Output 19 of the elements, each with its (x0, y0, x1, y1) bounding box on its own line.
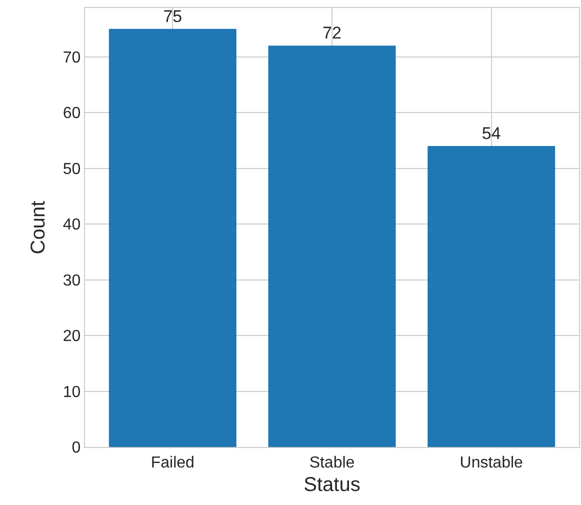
y-axis-title: Count (27, 200, 50, 254)
data-label: 54 (482, 124, 501, 143)
y-tick-label: 60 (62, 105, 81, 122)
data-label: 75 (163, 6, 182, 26)
data-label: 72 (322, 24, 342, 43)
y-tick-label: 50 (62, 160, 81, 178)
bar (268, 46, 396, 447)
x-axis-title: Status (304, 474, 360, 496)
bar (428, 146, 556, 447)
x-tick-label: Unstable (460, 454, 524, 472)
x-tick-label: Stable (309, 454, 355, 472)
y-tick-label: 30 (62, 272, 81, 290)
x-tick-label: Failed (150, 454, 194, 472)
y-tick-label: 0 (72, 440, 81, 457)
bar (108, 28, 236, 447)
y-tick-label: 20 (62, 328, 81, 346)
y-tick-label: 10 (62, 384, 81, 401)
y-tick-label: 40 (62, 216, 81, 234)
y-tick-label: 70 (62, 49, 81, 66)
